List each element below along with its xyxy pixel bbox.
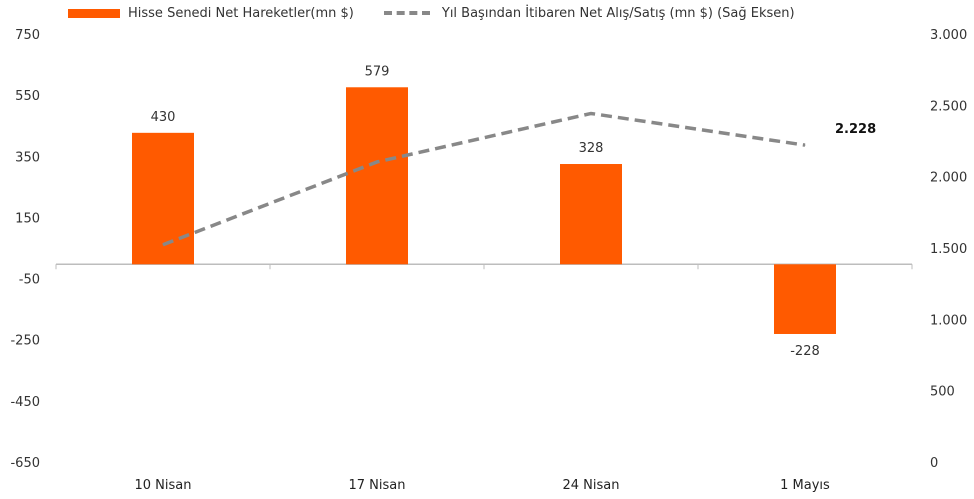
bar (346, 87, 408, 265)
line-point (804, 144, 806, 146)
y-right-tick-label: 2.000 (930, 171, 967, 186)
bar (560, 164, 622, 265)
y-left-tick-label: 750 (15, 28, 40, 43)
bar-data-label: 430 (151, 110, 176, 125)
legend-swatch-line (383, 11, 430, 15)
legend-item-line: Yıl Başından İtibaren Net Alış/Satış (mn… (383, 5, 795, 21)
bar-data-label: -228 (790, 344, 820, 359)
line-series (162, 111, 806, 247)
legend-item-bar: Hisse Senedi Net Hareketler(mn $) (68, 6, 354, 21)
category-label: 10 Nisan (135, 478, 192, 493)
y-left-tick-label: 150 (15, 211, 40, 226)
legend-swatch-bar (68, 8, 120, 18)
bar-data-label: 579 (365, 64, 390, 79)
category-label: 17 Nisan (349, 478, 406, 493)
y-right-tick-label: 0 (930, 456, 938, 471)
y-left-tick-label: -650 (10, 456, 40, 471)
line-point (162, 244, 164, 246)
y-left-tick-label: -50 (19, 273, 40, 288)
line-data-label: 2.228 (835, 122, 876, 137)
category-label: 24 Nisan (563, 478, 620, 493)
legend-label-line: Yıl Başından İtibaren Net Alış/Satış (mn… (441, 5, 795, 21)
y-left-tick-label: 550 (15, 89, 40, 104)
y-left-tick-label: 350 (15, 150, 40, 165)
y-right-tick-label: 2.500 (930, 99, 967, 114)
chart-legend: Hisse Senedi Net Hareketler(mn $) Yıl Ba… (68, 3, 825, 23)
y-left-tick-label: -250 (10, 334, 40, 349)
y-right-tick-label: 1.000 (930, 313, 967, 328)
bar (132, 132, 194, 265)
line-point (590, 112, 592, 114)
line-point (376, 161, 378, 163)
category-label: 1 Mayıs (780, 478, 830, 493)
legend-label-bar: Hisse Senedi Net Hareketler(mn $) (128, 5, 354, 21)
y-right-tick-label: 3.000 (930, 28, 967, 43)
bar-data-label: 328 (579, 141, 604, 156)
y-right-tick-label: 500 (930, 385, 955, 400)
y-left-tick-label: -450 (10, 395, 40, 410)
y-right-tick-label: 1.500 (930, 242, 967, 257)
bar (774, 264, 836, 334)
